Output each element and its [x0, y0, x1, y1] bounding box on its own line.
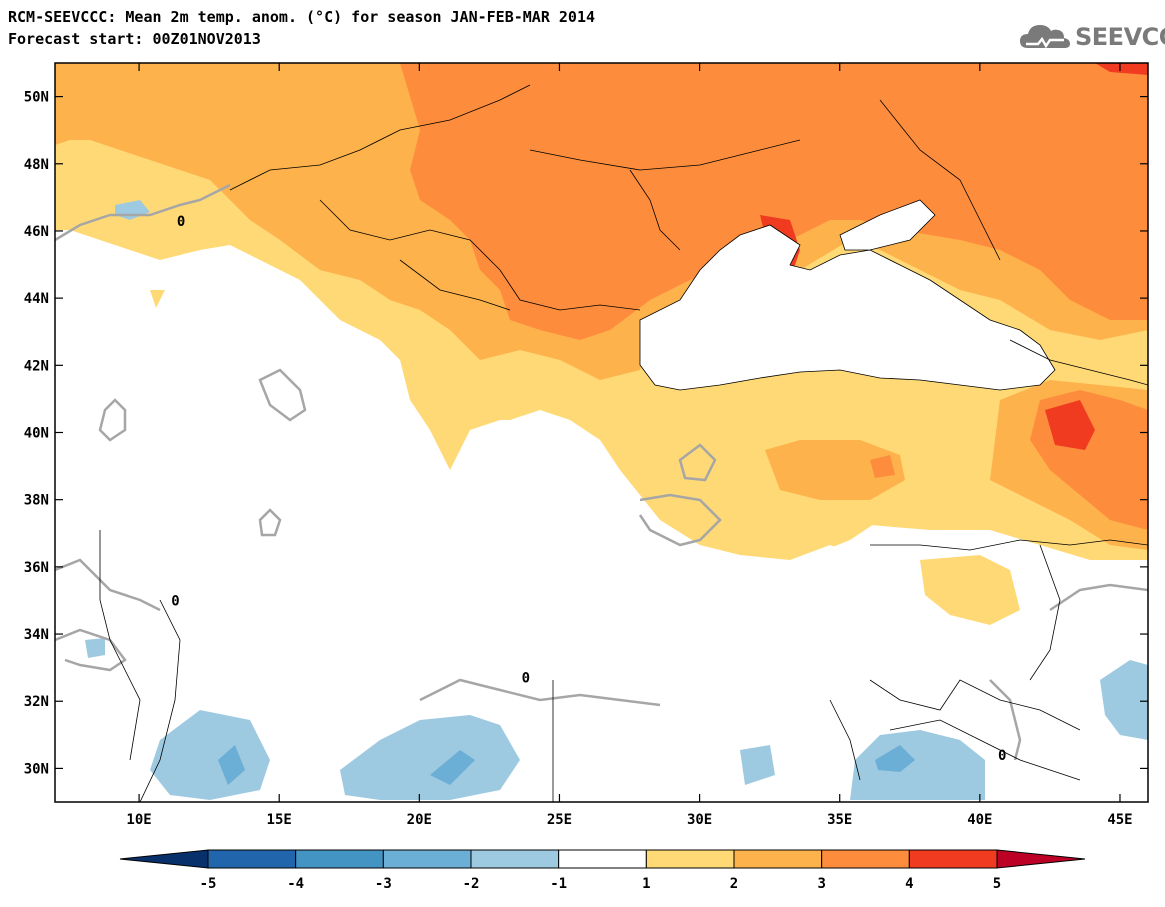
- anomaly-neg-1-2-sinai: [740, 745, 775, 785]
- colorbar-label: -5: [200, 876, 217, 892]
- y-tick-label: 42N: [24, 358, 49, 374]
- y-axis: 50N 48N 46N 44N 42N 40N 38N 36N 34N 32N 30N: [24, 90, 1148, 777]
- contour-value-label: 0: [998, 748, 1006, 764]
- border-balkans: [319, 199, 641, 311]
- anomaly-fields: [55, 63, 1148, 802]
- contour-value-label: 0: [171, 593, 179, 609]
- cloud-icon: [1020, 25, 1070, 49]
- x-tick-label: 10E: [126, 812, 151, 828]
- mediterranean-sea: [55, 270, 870, 690]
- x-tick-label: 45E: [1107, 812, 1132, 828]
- seevccc-logo: SEEVCCC: [1018, 20, 1165, 54]
- y-tick-label: 46N: [24, 224, 49, 240]
- border-jordan: [869, 679, 1081, 731]
- border-algeria-tunisia: [99, 530, 141, 761]
- forecast-start-label: Forecast start: 00Z01NOV2013: [8, 30, 261, 48]
- contour-arabia: [989, 679, 1022, 761]
- anomaly-4-5-east-turkey: [1045, 400, 1095, 450]
- contour-italy: [258, 368, 307, 422]
- colorbar-label: 1: [642, 876, 650, 892]
- border-moldova: [629, 169, 681, 251]
- colorbar-label: 5: [993, 876, 1001, 892]
- y-tick-label: 30N: [24, 761, 49, 777]
- colorbar-segment: [207, 849, 297, 869]
- contour-syria: [1049, 583, 1148, 612]
- x-tick-label: 35E: [827, 812, 852, 828]
- anomaly-neg-2-3-arabia: [875, 745, 915, 772]
- colorbar: -5 -4 -3 -2 -1 1 2 3 4 5: [119, 849, 1086, 892]
- anomaly-neg-1-2-egypt-west: [340, 715, 520, 800]
- y-tick-label: 40N: [24, 426, 49, 442]
- zero-contours: [55, 183, 1148, 761]
- border-central-europe: [229, 84, 531, 191]
- y-tick-label: 50N: [24, 90, 49, 106]
- colorbar-segment: [821, 849, 910, 869]
- contour-anatolia: [678, 443, 717, 482]
- x-tick-label: 15E: [267, 812, 292, 828]
- contour-value-label: 0: [522, 671, 530, 687]
- colorbar-label: -3: [375, 876, 392, 892]
- border-caucasus: [1009, 339, 1148, 386]
- y-tick-label: 36N: [24, 560, 49, 576]
- contour-value-label: 0: [177, 214, 185, 230]
- colorbar-segment: [733, 849, 823, 869]
- contour-sicily: [258, 508, 282, 537]
- anomaly-neg-2-3-libya: [218, 745, 245, 785]
- contour-labels: 0 0 0 0: [171, 214, 1006, 764]
- colorbar-segment: [470, 849, 560, 869]
- x-tick-label: 40E: [967, 812, 992, 828]
- border-turkey-syria: [870, 539, 1148, 551]
- y-tick-label: 34N: [24, 627, 49, 643]
- colorbar-label: 3: [817, 876, 825, 892]
- anomaly-neg-2-3-egypt: [430, 750, 475, 785]
- border-ukraine: [529, 139, 801, 171]
- anomaly-neg-1-2-iraq: [1100, 660, 1148, 740]
- colorbar-min-arrow: [119, 849, 209, 869]
- border-danube: [399, 259, 511, 311]
- border-tunisia-libya: [139, 599, 181, 802]
- y-tick-label: 38N: [24, 493, 49, 509]
- y-tick-label: 44N: [24, 291, 49, 307]
- contour-egypt: [419, 678, 661, 707]
- colorbar-segment: [645, 849, 735, 869]
- contour-north-africa: [55, 558, 161, 612]
- country-borders: [99, 84, 1148, 802]
- contour-alps: [55, 183, 231, 242]
- contour-libya: [55, 628, 127, 672]
- map-title: RCM-SEEVCCC: Mean 2m temp. anom. (°C) fo…: [8, 8, 595, 26]
- y-tick-label: 32N: [24, 694, 49, 710]
- contour-aegean: [638, 493, 722, 547]
- colorbar-segment: [295, 849, 384, 869]
- x-tick-label: 20E: [407, 812, 432, 828]
- sea-of-azov: [839, 199, 936, 251]
- colorbar-max-arrow: [996, 849, 1086, 869]
- contour-sardinia: [98, 398, 127, 442]
- x-axis: 10E 15E 20E 25E 30E 35E 40E 45E: [126, 63, 1133, 828]
- border-russia: [879, 99, 1001, 261]
- y-tick-label: 48N: [24, 157, 49, 173]
- x-tick-label: 30E: [687, 812, 712, 828]
- border-arabia: [889, 719, 1081, 781]
- colorbar-label: -1: [550, 876, 567, 892]
- anomaly-neg-1-2-libya: [150, 710, 270, 800]
- black-sea: [639, 224, 1056, 391]
- anomaly-neg-1-2-tunisia: [85, 638, 105, 658]
- colorbar-label: 4: [905, 876, 913, 892]
- logo-text: SEEVCCC: [1075, 23, 1165, 51]
- colorbar-segment: [558, 849, 647, 869]
- anomaly-2-3-central-turkey: [765, 440, 905, 500]
- colorbar-label: -4: [287, 876, 304, 892]
- anomaly-4-5-northeast: [1095, 63, 1148, 75]
- x-tick-label: 25E: [547, 812, 572, 828]
- anomaly-neg-1-2-arabia: [850, 730, 985, 800]
- anomaly-3-4-central-turkey: [870, 455, 895, 478]
- colorbar-label: 2: [730, 876, 738, 892]
- anomaly-1-2-levant: [920, 555, 1020, 625]
- border-egypt-sudan: [829, 699, 861, 781]
- colorbar-segment: [382, 849, 472, 869]
- border-syria-iraq: [1029, 544, 1061, 681]
- colorbar-segment: [908, 849, 998, 869]
- colorbar-label: -2: [463, 876, 480, 892]
